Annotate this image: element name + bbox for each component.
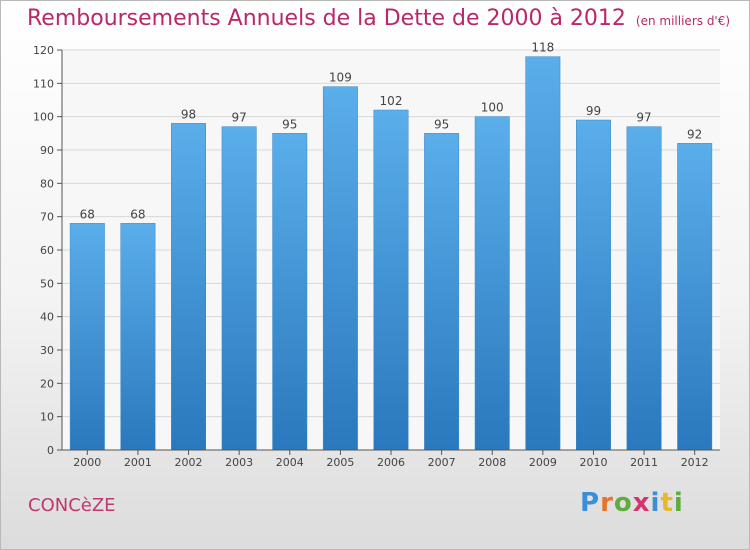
bars: 68 68 98 97 95 109 102 95 100 118 99 97 92 [69, 41, 713, 451]
bar-2011 [626, 126, 662, 451]
bar-2000 [69, 223, 105, 451]
proxiti-logo: Proxiti [580, 488, 684, 518]
x-tick-label-2010: 2010 [579, 456, 607, 469]
data-label-2010: 99 [586, 104, 601, 118]
data-label-2000: 68 [80, 207, 95, 221]
chart-title: Remboursements Annuels de la Dette de 20… [27, 6, 730, 31]
data-label-2004: 95 [282, 117, 297, 131]
data-label-2006: 102 [380, 94, 403, 108]
logo-letter: x [632, 488, 651, 518]
y-tick-label: 50 [40, 277, 54, 290]
bar-2004 [272, 133, 308, 451]
bar-2006 [373, 109, 409, 451]
x-axis: 2000 2001 2002 2003 2004 2005 2006 2007 2008 2009… [62, 449, 720, 469]
logo-letter: i [650, 488, 661, 518]
logo-letter: P [580, 488, 601, 518]
bar-2002 [171, 123, 206, 451]
bar-2010 [576, 119, 611, 451]
bar-2012 [677, 143, 713, 451]
y-tick-label: 60 [40, 244, 54, 257]
place-name: CONCèZE [28, 495, 116, 516]
x-tick-label-2009: 2009 [529, 456, 557, 469]
x-tick-label-2011: 2011 [630, 456, 658, 469]
x-tick-label-2002: 2002 [175, 456, 203, 469]
y-tick-label: 100 [33, 111, 54, 124]
y-tick-label: 120 [33, 44, 54, 57]
data-label-2008: 100 [481, 101, 504, 115]
chart-unit: (en milliers d'€) [635, 14, 731, 28]
logo-letter: o [613, 488, 633, 518]
bar-2001 [120, 223, 156, 451]
data-label-2003: 97 [232, 111, 247, 125]
logo-letter: i [673, 488, 684, 518]
y-tick-label: 110 [33, 77, 54, 90]
x-tick-label-2003: 2003 [225, 456, 253, 469]
data-label-2011: 97 [636, 111, 651, 125]
logo-letter: t [660, 488, 674, 518]
x-tick-label-2004: 2004 [276, 456, 304, 469]
data-label-2009: 118 [531, 41, 554, 55]
data-label-2005: 109 [329, 71, 352, 85]
y-tick-label: 10 [40, 411, 54, 424]
y-tick-label: 0 [47, 444, 54, 457]
bar-2008 [474, 116, 510, 451]
y-axis: 0 10 20 30 40 50 60 70 80 90 100 110 120 [33, 44, 63, 457]
y-tick-label: 80 [40, 177, 54, 190]
x-tick-label-2012: 2012 [681, 456, 709, 469]
y-tick-label: 30 [40, 344, 54, 357]
logo-letter: r [600, 488, 614, 518]
bar-2009 [525, 56, 561, 451]
y-tick-label: 90 [40, 144, 54, 157]
y-tick-label: 20 [40, 377, 54, 390]
x-tick-label-2005: 2005 [326, 456, 354, 469]
chart-title-text: Remboursements Annuels de la Dette de 20… [27, 6, 626, 31]
x-tick-label-2006: 2006 [377, 456, 405, 469]
data-label-2007: 95 [434, 117, 449, 131]
x-tick-label-2000: 2000 [73, 456, 101, 469]
data-label-2012: 92 [687, 127, 702, 141]
x-tick-label-2008: 2008 [478, 456, 506, 469]
bar-2005 [322, 86, 358, 451]
x-tick-label-2001: 2001 [124, 456, 152, 469]
bar-2003 [221, 126, 257, 451]
data-label-2002: 98 [181, 107, 196, 121]
y-tick-label: 40 [40, 311, 54, 324]
bar-2007 [424, 133, 460, 451]
data-label-2001: 68 [130, 207, 145, 221]
y-tick-label: 70 [40, 211, 54, 224]
x-tick-label-2007: 2007 [428, 456, 456, 469]
